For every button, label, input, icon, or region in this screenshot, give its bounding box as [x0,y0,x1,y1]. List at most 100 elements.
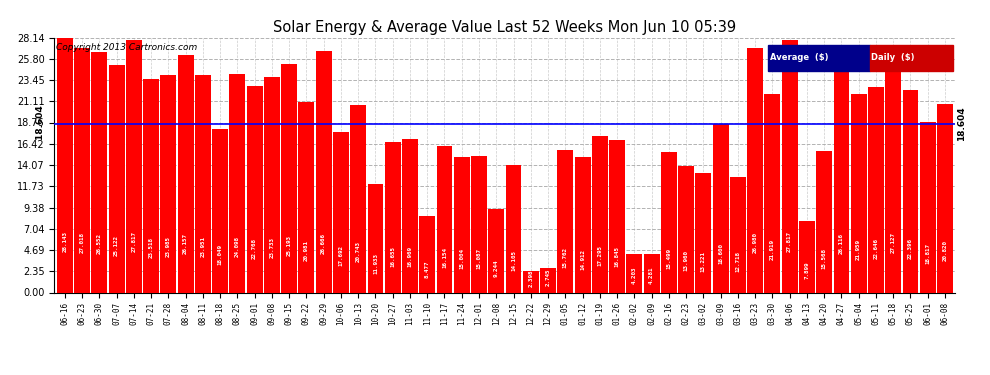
Text: 7.899: 7.899 [805,261,810,279]
Bar [678,166,694,292]
Text: 26.116: 26.116 [839,233,843,254]
Text: 4.203: 4.203 [632,267,637,284]
Bar [764,94,780,292]
Text: 16.154: 16.154 [442,247,447,268]
Text: 2.745: 2.745 [545,268,550,286]
Text: 20.981: 20.981 [304,240,309,261]
Text: 26.157: 26.157 [183,233,188,254]
Text: 14.105: 14.105 [511,250,516,271]
Bar [264,77,280,292]
Bar [281,64,297,292]
Text: 18.817: 18.817 [926,243,931,264]
Bar [938,104,953,292]
Bar [385,142,401,292]
Text: 26.552: 26.552 [97,233,102,254]
Bar [574,158,590,292]
Bar [557,150,573,292]
Bar [644,254,659,292]
Bar [747,48,763,292]
Text: 26.980: 26.980 [752,232,757,253]
Text: 17.692: 17.692 [339,245,344,266]
Bar [885,46,901,292]
Bar [74,48,90,292]
Bar [592,136,608,292]
Bar [799,221,815,292]
Bar [91,52,107,292]
Text: 27.817: 27.817 [132,231,137,252]
Text: 2.398: 2.398 [529,269,534,286]
Text: 4.281: 4.281 [649,267,654,284]
Text: 22.646: 22.646 [873,238,878,259]
Text: 20.743: 20.743 [355,241,360,262]
Text: 15.568: 15.568 [822,248,827,268]
Title: Solar Energy & Average Value Last 52 Weeks Mon Jun 10 05:39: Solar Energy & Average Value Last 52 Wee… [273,20,737,35]
Bar [195,75,211,292]
Bar [730,177,745,292]
Text: 23.518: 23.518 [148,237,153,258]
Bar [488,209,504,292]
Text: 13.960: 13.960 [684,250,689,271]
Text: 23.951: 23.951 [200,236,205,257]
Text: Average  ($): Average ($) [770,53,829,62]
Text: 27.018: 27.018 [79,232,84,253]
Text: 15.762: 15.762 [562,248,568,268]
Text: 18.604: 18.604 [957,106,966,141]
Text: 23.985: 23.985 [166,236,171,257]
Bar [920,122,936,292]
Text: 24.098: 24.098 [235,236,240,257]
Bar [523,271,539,292]
Bar [212,129,228,292]
Bar [627,254,643,292]
Text: 9.244: 9.244 [494,260,499,277]
Bar [506,165,522,292]
Text: 12.718: 12.718 [736,252,741,273]
Bar [850,93,866,292]
Text: 15.004: 15.004 [459,248,464,269]
Text: 22.396: 22.396 [908,238,913,260]
FancyBboxPatch shape [768,45,869,70]
Bar [109,65,125,292]
Bar [247,86,262,292]
Text: 23.733: 23.733 [269,237,274,258]
Text: 18.600: 18.600 [718,243,723,264]
Text: 18.604: 18.604 [37,105,46,143]
Text: 14.912: 14.912 [580,249,585,270]
Text: Daily  ($): Daily ($) [871,53,915,62]
Bar [333,132,348,292]
Text: 17.295: 17.295 [597,245,602,266]
Bar [782,40,798,292]
Text: 21.919: 21.919 [770,239,775,260]
Bar [903,90,919,292]
Text: 25.122: 25.122 [114,235,119,256]
Bar [367,184,383,292]
Bar [56,38,72,292]
Bar [402,139,418,292]
Bar [299,102,315,292]
Bar [609,140,625,292]
Bar [437,146,452,292]
Text: 22.768: 22.768 [252,238,257,259]
Text: 11.933: 11.933 [373,252,378,273]
Bar [695,173,711,292]
Text: 28.143: 28.143 [62,231,67,252]
Text: 20.820: 20.820 [942,240,947,261]
Bar [541,268,556,292]
Bar [868,87,884,292]
Bar [144,80,159,292]
Bar [453,156,469,292]
Text: 15.087: 15.087 [476,248,481,269]
Text: Copyright 2013 Cartronics.com: Copyright 2013 Cartronics.com [56,43,197,52]
Bar [471,156,487,292]
Bar [177,56,194,292]
Text: 27.817: 27.817 [787,231,792,252]
Text: 16.969: 16.969 [408,246,413,267]
Bar [834,56,849,292]
Bar [420,216,436,292]
Bar [126,40,142,292]
Bar [661,152,677,292]
Bar [230,74,246,292]
Text: 27.127: 27.127 [891,232,896,253]
Text: 18.049: 18.049 [218,244,223,265]
Text: 16.655: 16.655 [390,246,395,267]
Text: 15.499: 15.499 [666,248,671,269]
